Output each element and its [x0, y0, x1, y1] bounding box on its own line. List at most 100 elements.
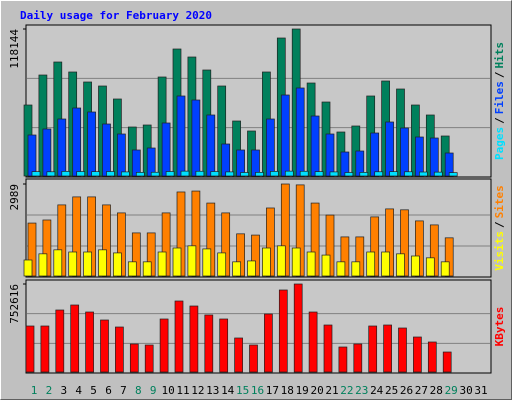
bar — [433, 171, 443, 177]
bar — [396, 253, 405, 277]
bar — [150, 171, 160, 177]
x-tick-label: 21 — [325, 384, 338, 397]
bar — [359, 172, 369, 177]
x-tick-label: 20 — [310, 384, 323, 397]
bar — [270, 171, 279, 177]
bar — [61, 171, 71, 177]
x-tick-label: 12 — [191, 384, 204, 397]
bar — [427, 341, 437, 373]
bar — [180, 170, 190, 177]
bar — [310, 115, 320, 177]
bar — [247, 260, 256, 277]
bar — [329, 171, 339, 177]
bar — [106, 171, 115, 177]
y-tick-label: 118144 — [8, 29, 21, 69]
bar — [68, 251, 78, 277]
legend-entry: Files — [493, 81, 506, 114]
bar — [142, 261, 152, 277]
y-tick-label: 2989 — [8, 184, 21, 211]
legend: Visits / Sites — [493, 185, 506, 271]
x-tick-label: 1 — [31, 384, 38, 397]
bar — [440, 261, 450, 277]
x-tick-label: 2 — [46, 384, 53, 397]
bar — [204, 314, 214, 373]
y-tick-label: 752616 — [8, 284, 21, 324]
bar — [115, 326, 124, 373]
x-tick-label: 24 — [370, 384, 384, 397]
bar — [174, 300, 184, 373]
x-tick-label: 25 — [385, 384, 398, 397]
legend: Pages / Files / Hits — [493, 42, 506, 160]
legend-separator: / — [493, 221, 506, 228]
bar — [187, 245, 197, 277]
legend-entry: Hits — [493, 42, 506, 69]
bar — [400, 127, 409, 177]
bar — [344, 172, 354, 177]
bar — [157, 251, 167, 277]
bar — [113, 252, 122, 277]
x-tick-label: 17 — [266, 384, 279, 397]
x-tick-label: 27 — [415, 384, 428, 397]
bar — [299, 170, 309, 177]
bar — [146, 147, 156, 177]
bar — [42, 128, 52, 177]
bar — [76, 171, 86, 177]
bar — [278, 289, 288, 373]
bar — [381, 251, 390, 277]
bar — [411, 255, 420, 277]
x-tick-label: 9 — [150, 384, 157, 397]
bar — [389, 171, 398, 177]
legend-entry: Visits — [493, 231, 506, 271]
x-tick-label: 4 — [75, 384, 82, 397]
bar — [57, 118, 67, 177]
bar — [321, 254, 331, 277]
x-tick-label: 26 — [400, 384, 413, 397]
bar — [225, 171, 235, 177]
bar — [202, 248, 212, 277]
bar — [87, 111, 96, 177]
bar — [189, 305, 199, 373]
bar — [293, 283, 303, 373]
legend: KBytes — [493, 307, 506, 347]
bar — [135, 172, 145, 177]
bar — [398, 327, 407, 373]
bar — [368, 325, 378, 373]
bar — [46, 171, 56, 177]
x-tick-label: 16 — [251, 384, 264, 397]
bar — [415, 136, 424, 177]
legend-separator: / — [493, 71, 506, 78]
bar — [236, 149, 245, 177]
bar — [25, 325, 35, 373]
x-tick-label: 30 — [459, 384, 472, 397]
bar — [276, 245, 286, 277]
bar — [234, 337, 243, 373]
bar — [117, 133, 126, 177]
bar — [291, 247, 301, 277]
bar — [72, 107, 82, 177]
bar — [295, 87, 305, 177]
legend-entry: Pages — [493, 127, 506, 160]
bar — [176, 95, 186, 177]
bar — [55, 309, 65, 373]
bar — [195, 170, 205, 177]
x-tick-label: 10 — [161, 384, 174, 397]
bar — [425, 257, 435, 277]
bar — [336, 261, 346, 277]
bar — [385, 121, 394, 177]
x-tick-label: 13 — [206, 384, 219, 397]
bar — [383, 324, 392, 373]
bar — [165, 171, 175, 177]
bar — [100, 319, 109, 373]
x-tick-label: 18 — [281, 384, 294, 397]
bar — [206, 114, 216, 177]
bar — [121, 171, 130, 177]
bar — [353, 343, 363, 373]
bar — [314, 171, 324, 177]
bar — [232, 261, 241, 277]
bar — [191, 99, 201, 177]
bar — [219, 318, 229, 373]
bar — [161, 122, 171, 177]
bar — [83, 251, 92, 277]
